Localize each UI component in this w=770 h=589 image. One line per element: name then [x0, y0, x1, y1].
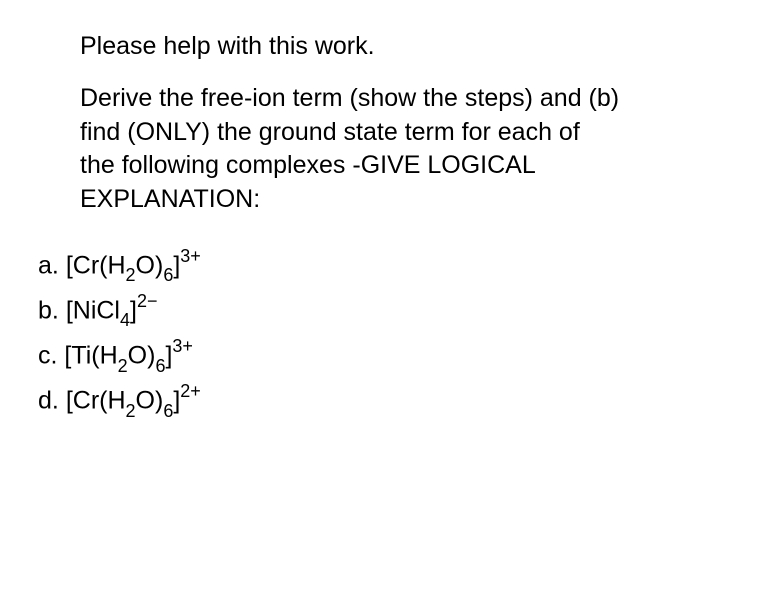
formula-mid: O): [136, 251, 164, 279]
formula-sub: 6: [163, 401, 173, 421]
formula-sub: 6: [163, 265, 173, 285]
formula-sub: 4: [120, 310, 130, 330]
formula-sub: 6: [155, 356, 165, 376]
formula-sub: 2: [126, 265, 136, 285]
formula-sup: 2−: [137, 291, 158, 311]
question-list: a. [Cr(H2O)6]3+ b. [NiCl4]2− c. [Ti(H2O)…: [38, 245, 710, 424]
list-item: c. [Ti(H2O)6]3+: [38, 335, 710, 378]
formula-sub: 2: [126, 401, 136, 421]
item-letter: c.: [38, 342, 57, 370]
formula-prefix: [Ti(H: [64, 342, 117, 370]
list-item: d. [Cr(H2O)6]2+: [38, 380, 710, 423]
item-letter: a.: [38, 251, 59, 279]
formula-mid: O): [136, 387, 164, 415]
list-item: b. [NiCl4]2−: [38, 290, 710, 333]
formula-mid: O): [128, 342, 156, 370]
formula-sub: 2: [118, 356, 128, 376]
formula-sup: 3+: [180, 246, 201, 266]
formula-mid: ]: [130, 296, 137, 324]
item-letter: d.: [38, 387, 59, 415]
formula-prefix: [NiCl: [66, 296, 120, 324]
formula-prefix: [Cr(H: [66, 387, 126, 415]
list-item: a. [Cr(H2O)6]3+: [38, 245, 710, 288]
intro-line-1: Please help with this work.: [80, 30, 710, 64]
intro-line-2: Derive the free-ion term (show the steps…: [80, 82, 620, 217]
formula-sup: 2+: [180, 381, 201, 401]
formula-sup: 3+: [172, 336, 193, 356]
item-letter: b.: [38, 296, 59, 324]
formula-prefix: [Cr(H: [66, 251, 126, 279]
